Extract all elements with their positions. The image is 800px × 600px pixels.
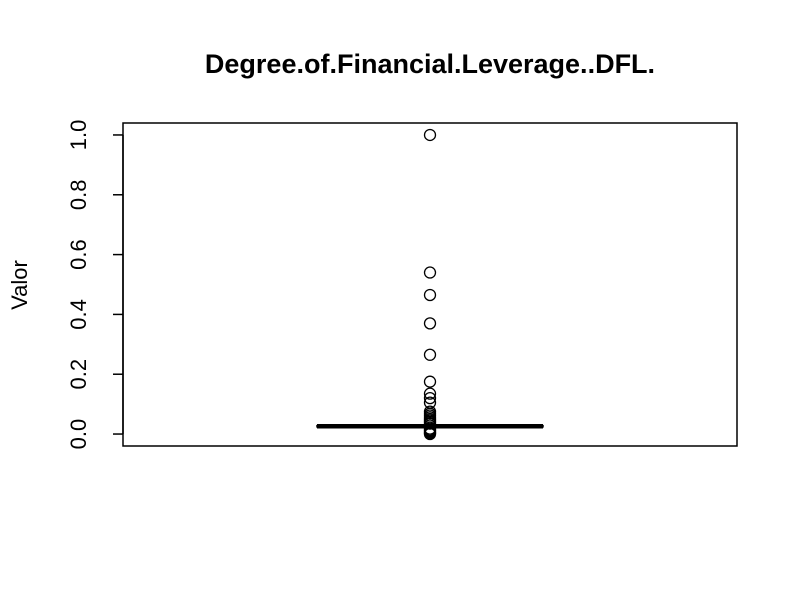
y-tick-label: 0.8 xyxy=(66,179,91,210)
outlier-point xyxy=(423,128,437,142)
y-tick-label: 0.4 xyxy=(66,299,91,330)
outlier-point xyxy=(423,288,437,302)
y-axis: 0.0 0.2 0.4 0.6 0.8 1.0 xyxy=(66,120,124,450)
outlier-point xyxy=(423,387,437,400)
outlier-point xyxy=(423,348,437,361)
y-tick-label: 0.0 xyxy=(66,419,91,450)
outlier-point xyxy=(423,266,437,279)
outlier-points xyxy=(423,128,437,441)
outlier-point xyxy=(423,427,437,441)
y-tick-label: 1.0 xyxy=(66,120,91,151)
outlier-point xyxy=(423,391,437,405)
y-tick-label: 0.6 xyxy=(66,239,91,270)
y-tick-label: 0.2 xyxy=(66,359,91,390)
outlier-point xyxy=(423,317,437,330)
outlier-point xyxy=(423,375,437,388)
y-axis-label: Valor xyxy=(7,260,32,310)
chart-title: Degree.of.Financial.Leverage..DFL. xyxy=(205,49,655,79)
